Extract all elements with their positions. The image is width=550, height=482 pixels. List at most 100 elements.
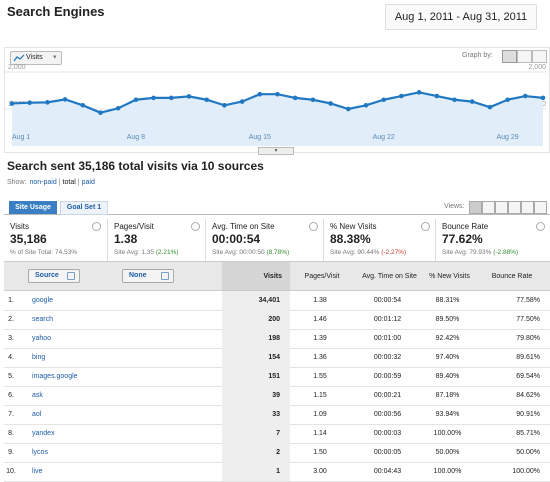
filter-option[interactable]: paid [81,179,95,186]
source-link[interactable]: bing [32,354,46,361]
summary-cell: Avg. Time on Site 00:00:54 Site Avg: 00:00… [205,219,324,261]
day-button[interactable] [502,50,517,63]
separator: | [58,179,61,186]
y-tick-label: 2,000 [528,64,546,71]
source-link[interactable]: images.google [32,373,78,380]
point [434,93,440,99]
table-cell: 39 [272,392,280,399]
filter-option[interactable]: non-paid [29,179,57,186]
table-cell: 1.36 [313,354,327,361]
visits-column-bg [222,405,290,424]
column-header[interactable]: Avg. Time on Site [360,262,419,290]
tabs-rule [4,214,550,215]
table-cell: 00:00:59 [373,373,402,380]
dimension-dropdown[interactable]: Source [28,269,80,283]
table-cell: 9. [8,449,14,456]
table-row: 2. search 200 1.46 00:01:12 89.50% 77.50% [4,310,550,330]
summary-cell: Pages/Visit 1.38 Site Avg: 1.35 (2.21%) [107,219,206,261]
summary: Visits 35,186 % of Site Total: 74.53% Pages… [4,219,550,262]
point [523,93,528,99]
column-header[interactable]: Pages/Visit [290,262,354,290]
view-button[interactable] [482,201,495,214]
week-button[interactable] [517,50,532,63]
view-button[interactable] [469,201,482,214]
column-label: % New Visits [429,272,470,280]
table-cell: 4. [8,354,14,361]
point [80,103,86,108]
source-link[interactable]: yandex [32,430,55,437]
table-cell: 97.40% [435,354,460,361]
visits-column-bg [222,367,290,386]
summary-note-text: Site Avg: 79.93% [442,249,492,256]
table-cell: 1. [8,297,14,304]
visits-column-bg [222,348,290,367]
help-icon[interactable] [536,222,545,231]
view-button[interactable] [495,201,508,214]
column-header[interactable]: Bounce Rate [480,262,544,290]
view-button[interactable] [508,201,521,214]
table-cell: 1.39 [313,335,327,342]
date-range[interactable]: Aug 1, 2011 - Aug 31, 2011 [385,4,537,30]
summary-cell: Bounce Rate 77.62% Site Avg: 79.93% (-2.88… [435,219,550,261]
source-link[interactable]: ask [32,392,43,399]
headline: Search sent 35,186 total visits via 10 s… [7,159,264,173]
table-cell: 77.58% [516,297,540,304]
month-button[interactable] [532,50,547,63]
source-link[interactable]: yahoo [32,335,52,342]
view-button[interactable] [534,201,547,214]
column-label: Visits [263,272,282,280]
area [12,92,543,146]
dimension-dropdown[interactable]: None [122,269,174,283]
x-tick-label: Aug 1 [12,134,30,141]
point [186,94,192,99]
source-link[interactable]: google [32,297,54,304]
summary-note: Site Avg: 79.93% (-2.88%) [442,249,518,256]
table-row: 3. yahoo 198 1.39 00:01:00 92.42% 79.80% [4,329,550,349]
view-buttons[interactable] [469,201,549,214]
summary-value: 00:00:54 [212,232,261,246]
tab-active[interactable]: Site Usage [9,201,57,214]
point [239,99,245,104]
point [151,95,156,101]
views-label: Views: [444,203,465,210]
metric-dropdown[interactable]: Visits ▾ [10,51,62,65]
table-row: 1. google 34,401 1.38 00:00:54 88.31% 77.58% [4,291,550,311]
column-header[interactable]: Visits [222,262,284,290]
point [292,95,298,101]
source-link[interactable]: aol [32,411,42,418]
table-cell: 1.09 [313,411,327,418]
point [346,106,351,112]
chart-collapse[interactable]: ▾ [258,147,294,155]
view-button[interactable] [521,201,534,214]
point [62,97,68,102]
point [416,90,422,95]
table-cell: 1.38 [313,297,327,304]
dropdown-arrow: ▾ [53,54,57,61]
help-icon[interactable] [92,222,101,231]
help-icon[interactable] [191,222,200,231]
help-icon[interactable] [421,222,430,231]
table-cell: 84.62% [516,392,540,399]
column-header[interactable]: % New Visits [425,262,474,290]
help-icon[interactable] [309,222,318,231]
summary-note-text: Site Avg: 1.35 [114,249,154,256]
visits-column-bg [222,310,290,329]
table-row: 7. aol 33 1.09 00:00:56 93.94% 90.91% [4,405,550,425]
table-cell: 1.14 [313,430,327,437]
table-cell: 90.91% [516,411,540,418]
point [310,97,316,103]
table-row: 8. yandex 7 1.14 00:00:03 100.00% 85.71% [4,424,550,444]
tab[interactable]: Goal Set 1 [60,201,108,215]
graph-by-buttons[interactable] [502,50,547,63]
source-link[interactable]: live [32,468,43,475]
table-cell: 00:00:05 [373,449,402,456]
table-cell: 154 [268,354,280,361]
summary-delta: (8.78%) [266,249,290,256]
source-link[interactable]: lycos [32,449,48,456]
filter-option[interactable]: total [62,179,76,186]
x-tick-label: Aug 15 [249,134,271,141]
source-link[interactable]: search [32,316,54,323]
summary-note: % of Site Total: 74.53% [10,249,77,256]
point [222,103,227,108]
